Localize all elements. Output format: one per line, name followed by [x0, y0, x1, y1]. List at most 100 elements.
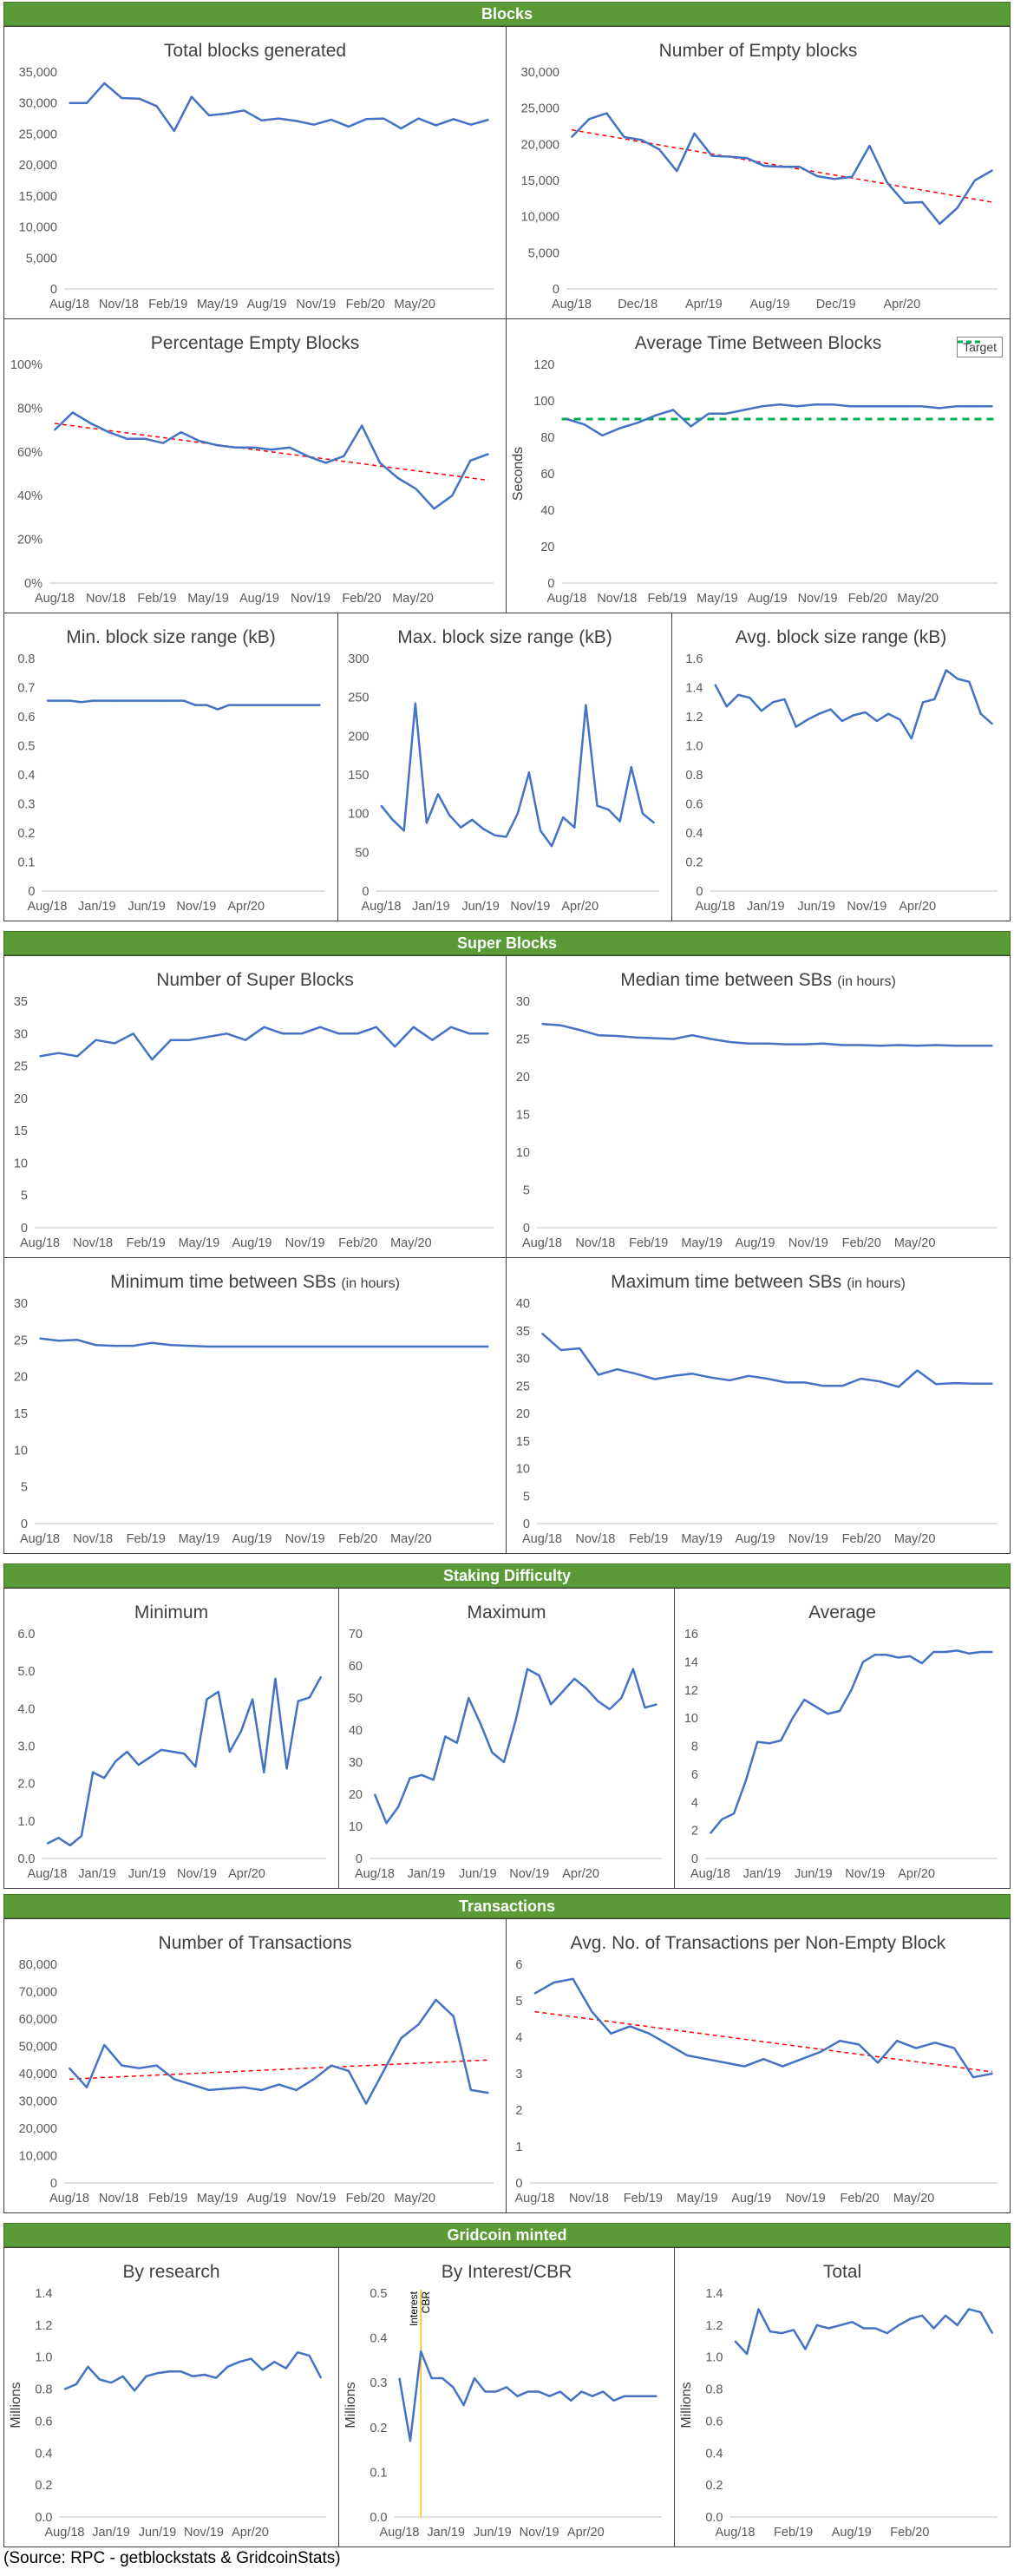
x-tick-label: Nov/18 [99, 2192, 139, 2206]
series-line [380, 702, 655, 848]
data-point [487, 1032, 489, 1035]
data-point [92, 699, 94, 702]
data-point [803, 1381, 806, 1384]
x-tick-label: Feb/20 [842, 1236, 881, 1250]
data-point [282, 1346, 284, 1347]
data-point [672, 409, 674, 411]
y-tick-label: 0.1 [17, 856, 35, 870]
data-point [433, 508, 435, 510]
y-tick-label: 80 [540, 431, 554, 445]
x-tick-label: Jun/19 [128, 900, 166, 914]
data-point [653, 822, 655, 824]
data-point [172, 1751, 173, 1753]
data-point [898, 1044, 900, 1046]
y-tick-label: 8 [691, 1740, 698, 1754]
data-point [442, 2377, 443, 2379]
data-point [616, 1035, 618, 1037]
data-point [850, 1688, 853, 1691]
data-point [188, 1345, 191, 1347]
y-tick-label: 5 [523, 1184, 530, 1198]
data-point [734, 2340, 736, 2343]
data-point [69, 699, 71, 702]
y-tick-label: 50,000 [19, 2041, 57, 2055]
x-tick-label: Nov/19 [176, 900, 216, 914]
data-point [207, 1036, 209, 1038]
y-tick-label: 1.4 [705, 2287, 723, 2301]
data-point [939, 223, 941, 225]
y-axis-label: Millions [343, 2382, 358, 2428]
data-point [110, 2382, 113, 2383]
data-point [72, 411, 74, 414]
data-point [151, 1059, 154, 1060]
data-point [968, 681, 971, 683]
data-point [796, 405, 798, 408]
data-point [450, 1346, 452, 1347]
data-point [138, 97, 141, 100]
y-tick-label: 200 [348, 730, 369, 744]
data-point [208, 2089, 210, 2091]
data-point [173, 2078, 175, 2081]
data-point [635, 1373, 637, 1375]
x-tick-label: Aug/18 [552, 298, 592, 311]
data-point [452, 2016, 455, 2017]
data-point [864, 711, 867, 713]
x-tick-label: Feb/19 [629, 1236, 668, 1250]
data-point [506, 2386, 507, 2389]
y-tick-label: 50 [355, 846, 369, 860]
data-point [39, 1337, 41, 1340]
data-point [619, 427, 621, 429]
data-point [400, 128, 402, 129]
data-point [57, 1052, 60, 1054]
data-point [415, 703, 416, 705]
data-point [482, 828, 485, 830]
y-tick-label: 0.0 [17, 1852, 35, 1866]
chart-num-transactions: Number of Transactions 0 10,000 20,000 30,00… [3, 1918, 507, 2213]
y-tick-label: 1.0 [705, 2351, 723, 2365]
y-tick-label: 6 [691, 1768, 698, 1782]
data-point [75, 2383, 77, 2385]
data-point [89, 423, 92, 424]
x-tick-label: Nov/18 [597, 592, 637, 606]
data-point [898, 1386, 900, 1388]
x-tick-label: Nov/19 [285, 1532, 325, 1546]
x-tick-label: Aug/19 [736, 1236, 775, 1250]
section-header-super-blocks: Super Blocks [3, 931, 1011, 955]
x-tick-label: Apr/20 [232, 2526, 269, 2540]
x-tick-label: Jun/19 [461, 900, 500, 914]
target-legend-swatch [958, 340, 985, 344]
data-point [217, 708, 219, 711]
y-tick-label: 1.2 [705, 2319, 723, 2333]
data-point [710, 154, 713, 157]
data-point [991, 169, 993, 172]
data-point [409, 1777, 411, 1780]
data-point [822, 1385, 825, 1387]
data-point [426, 822, 428, 824]
y-tick-label: 4.0 [17, 1702, 35, 1716]
data-point [397, 477, 399, 479]
y-tick-label: 0.8 [685, 769, 703, 783]
data-point [991, 1382, 993, 1385]
series-line [714, 669, 993, 740]
y-tick-label: 1 [515, 2140, 522, 2154]
data-point [816, 175, 818, 177]
chart-title-text: By research [122, 2262, 219, 2282]
data-point [375, 1346, 377, 1347]
chart-title-text: Minimum [134, 1603, 208, 1622]
x-tick-label: Apr/20 [228, 1867, 265, 1881]
data-point [297, 1700, 299, 1702]
data-point [180, 2370, 182, 2373]
chart-title-text: Max. block size range (kB) [397, 627, 612, 647]
data-point [171, 699, 173, 702]
avg_time-svg: Average Time Between Blocks Seconds 0 20 40 6… [511, 333, 998, 606]
y-tick-label: 20% [17, 534, 43, 547]
data-point [766, 1378, 769, 1380]
data-point [945, 669, 947, 672]
y-tick-label: 1.4 [35, 2287, 52, 2301]
data-point [69, 102, 70, 104]
y-tick-label: 10 [516, 1463, 530, 1477]
x-tick-label: Feb/19 [127, 1236, 166, 1250]
data-point [252, 1698, 253, 1701]
y-tick-label: 0.5 [17, 740, 35, 754]
data-point [260, 119, 263, 121]
data-point [602, 2390, 605, 2393]
